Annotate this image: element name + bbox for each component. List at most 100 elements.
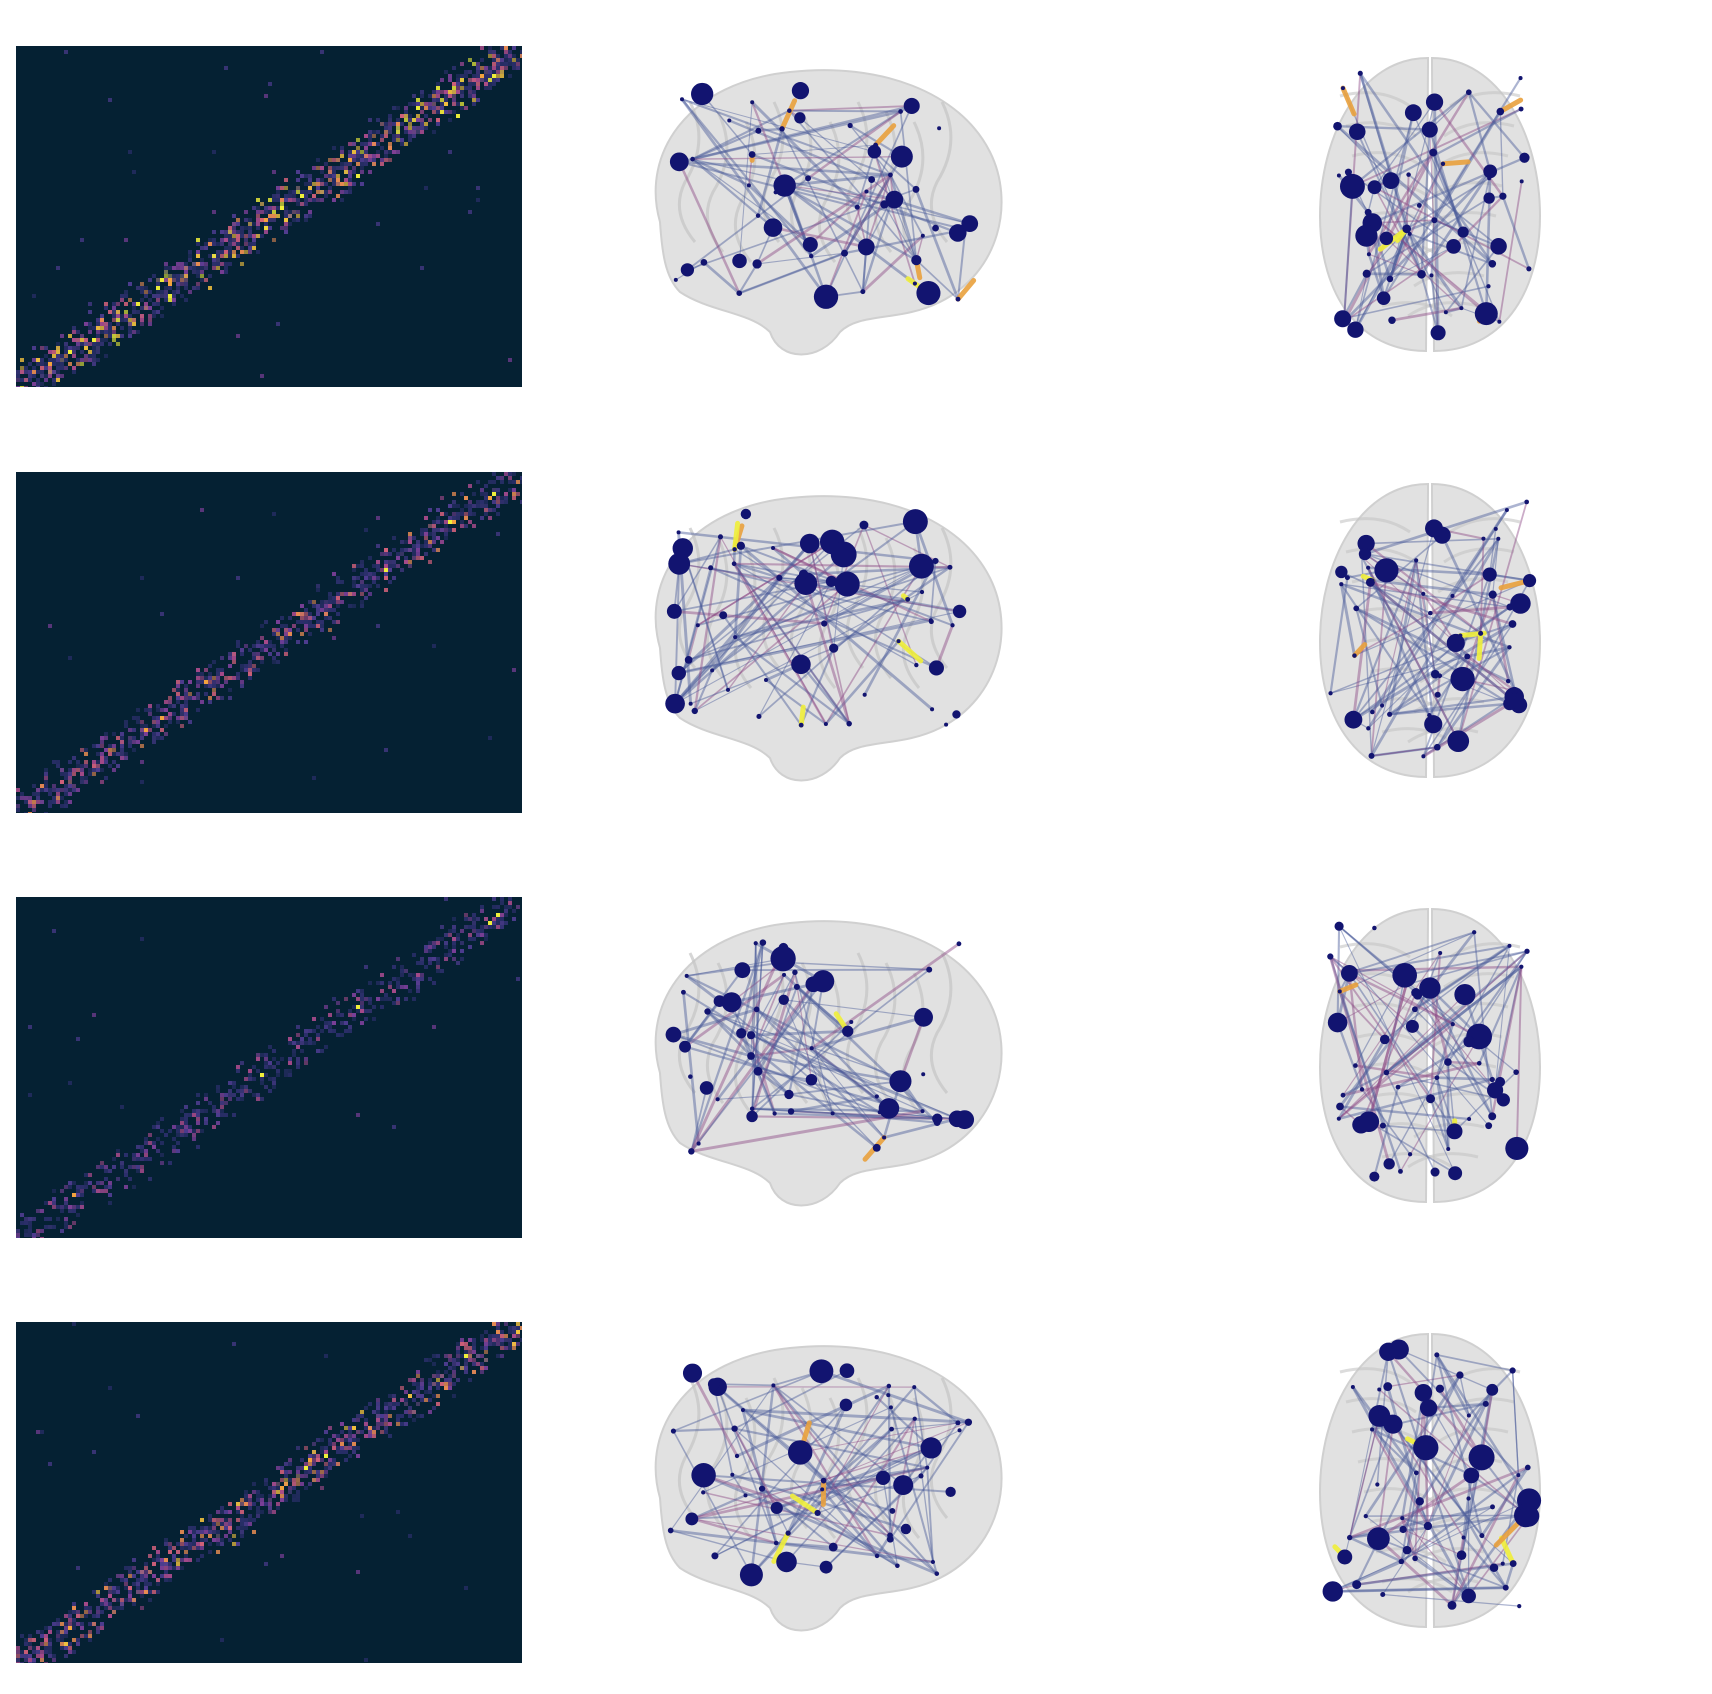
matrix-cell <box>140 1578 144 1582</box>
brain-node <box>1511 686 1519 695</box>
matrix-cell <box>100 1598 104 1602</box>
matrix-cell <box>128 1574 132 1578</box>
matrix-cell <box>280 226 284 230</box>
matrix-cell <box>140 724 144 728</box>
matrix-cell <box>60 354 64 358</box>
matrix-cell <box>200 270 204 274</box>
matrix-cell <box>44 1634 48 1638</box>
matrix-cell <box>252 222 256 226</box>
matrix-cell <box>288 1490 292 1494</box>
matrix-cell <box>228 1510 232 1514</box>
matrix-cell <box>148 708 152 712</box>
matrix-cell <box>420 1382 424 1386</box>
matrix-cell <box>44 386 48 387</box>
matrix-cell <box>300 190 304 194</box>
matrix-cell <box>160 1566 164 1570</box>
matrix-cell <box>236 230 240 234</box>
matrix-cell <box>408 532 412 536</box>
matrix-cell <box>124 314 128 318</box>
matrix-cell <box>488 1342 492 1346</box>
matrix-cell <box>160 1153 164 1157</box>
matrix-cell <box>184 708 188 712</box>
matrix-cell <box>276 190 280 194</box>
matrix-cell <box>92 358 96 362</box>
matrix-hotspot <box>356 1005 360 1009</box>
matrix-cell <box>388 118 392 122</box>
matrix-cell <box>68 776 72 780</box>
matrix-cell <box>340 1033 344 1037</box>
matrix-cell <box>432 1382 436 1386</box>
matrix-cell <box>96 1606 100 1610</box>
matrix-cell <box>84 342 88 346</box>
matrix-cell <box>236 644 240 648</box>
matrix-cell <box>148 1554 152 1558</box>
matrix-cell <box>452 1366 456 1370</box>
matrix-cell <box>184 1558 188 1562</box>
matrix-cell <box>96 1181 100 1185</box>
matrix-cell <box>452 1370 456 1374</box>
matrix-cell <box>516 66 520 70</box>
network-nodes <box>1322 1339 1542 1610</box>
brain-node <box>1461 1588 1476 1604</box>
brain-node <box>889 1426 894 1432</box>
brain-outline <box>654 69 1003 356</box>
matrix-cell <box>144 302 148 306</box>
matrix-cell <box>36 386 40 387</box>
matrix-cell <box>156 1582 160 1586</box>
brain-node <box>1404 104 1422 122</box>
matrix-cell <box>480 58 484 62</box>
matrix-cell <box>380 1005 384 1009</box>
matrix-cell <box>352 1017 356 1021</box>
matrix-cell <box>252 1490 256 1494</box>
matrix-cell <box>124 752 128 756</box>
matrix-cell <box>396 134 400 138</box>
matrix-cell <box>436 520 440 524</box>
matrix-cell <box>264 620 268 624</box>
brain-node <box>788 1440 813 1465</box>
matrix-cell <box>204 1538 208 1542</box>
matrix-cell <box>364 584 368 588</box>
brain-node <box>1411 988 1421 998</box>
brain-node <box>919 589 925 595</box>
matrix-cell <box>256 222 260 226</box>
brain-node <box>1340 1092 1346 1098</box>
brain-node <box>1483 164 1498 179</box>
matrix-cell <box>228 1522 232 1526</box>
matrix-cell <box>44 1225 48 1229</box>
matrix-cell <box>480 909 484 913</box>
matrix-cell <box>476 480 480 484</box>
matrix-cell <box>304 1446 308 1450</box>
matrix-cell <box>268 1498 272 1502</box>
matrix-cell <box>380 162 384 166</box>
matrix-cell <box>228 1502 232 1506</box>
brain-node <box>928 618 933 623</box>
matrix-cell <box>220 1538 224 1542</box>
matrix-cell <box>136 1169 140 1173</box>
matrix-cell <box>424 532 428 536</box>
brain-node <box>885 190 904 209</box>
matrix-cell <box>88 1181 92 1185</box>
matrix-cell <box>108 326 112 330</box>
matrix-cell <box>496 496 500 500</box>
matrix-cell <box>36 358 40 362</box>
brain-node <box>847 122 853 129</box>
matrix-cell <box>108 342 112 346</box>
matrix-cell <box>24 1642 28 1646</box>
matrix-cell <box>52 1205 56 1209</box>
matrix-cell <box>348 162 352 166</box>
matrix-cell <box>484 484 488 488</box>
matrix-cell <box>452 500 456 504</box>
matrix-cell <box>220 1113 224 1117</box>
matrix-cell <box>184 1113 188 1117</box>
matrix-cell <box>344 182 348 186</box>
matrix-cell <box>372 1005 376 1009</box>
matrix-cell <box>420 532 424 536</box>
matrix-cell <box>156 294 160 298</box>
matrix-cell <box>220 1506 224 1510</box>
matrix-cell <box>180 680 184 684</box>
matrix-cell <box>412 134 416 138</box>
matrix-cell <box>68 346 72 350</box>
matrix-cell <box>168 704 172 708</box>
matrix-cell <box>160 1141 164 1145</box>
matrix-cell <box>368 142 372 146</box>
